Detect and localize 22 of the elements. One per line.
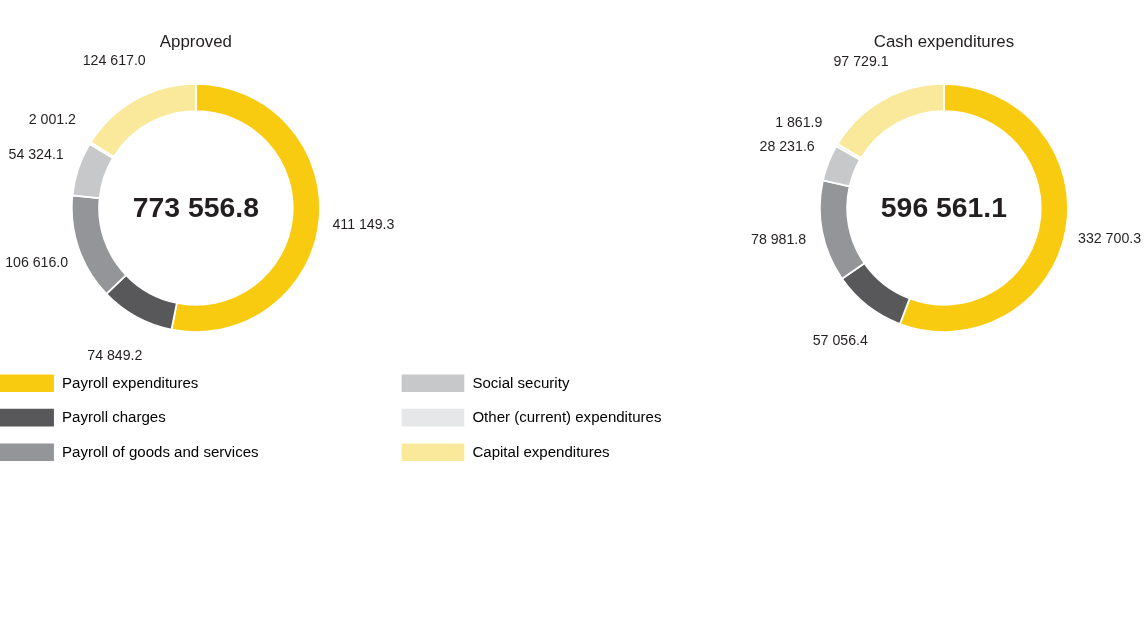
data-label: 57 056.4	[812, 332, 868, 349]
data-label: 332 700.3	[1078, 229, 1142, 246]
data-label: 106 616.0	[5, 254, 69, 271]
legend-label: Capital expenditures	[472, 442, 610, 460]
data-label: 1 861.9	[775, 114, 823, 131]
data-label: 28 231.6	[759, 138, 815, 155]
data-label: 2 001.2	[28, 111, 77, 128]
chart-title: Approved	[159, 31, 232, 51]
data-label: 124 617.0	[82, 52, 146, 69]
legend-label: Payroll expenditures	[62, 373, 199, 391]
legend-label: Payroll of goods and services	[62, 442, 259, 460]
text: 773 556.8	[132, 190, 259, 223]
data-label: 78 981.8	[751, 231, 807, 248]
legend-label: Other (current) expenditures	[472, 408, 662, 426]
data-label: 54 324.1	[8, 146, 64, 163]
chart-title: Cash expenditures	[873, 32, 1015, 52]
data-label: 74 849.2	[87, 347, 143, 364]
text: 596 561.1	[880, 190, 1008, 223]
data-label: 97 729.1	[833, 52, 889, 69]
legend-label: Payroll charges	[62, 408, 166, 426]
legend-label: Social security	[472, 373, 570, 391]
data-label: 411 149.3	[332, 216, 395, 233]
